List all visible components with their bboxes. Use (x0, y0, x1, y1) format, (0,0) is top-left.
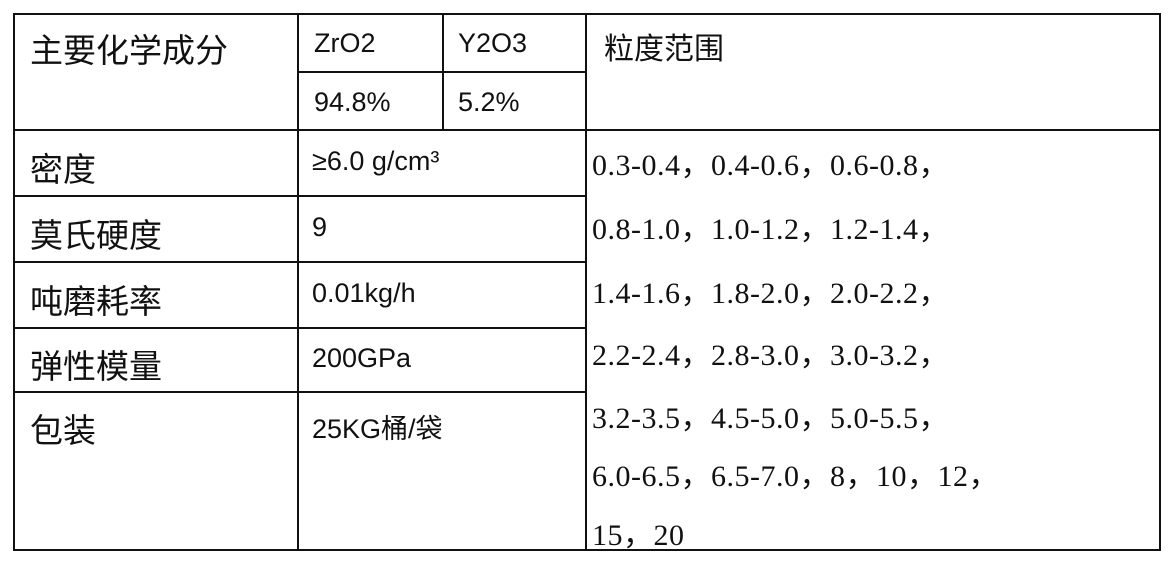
border-top (13, 13, 1161, 15)
row-divider (13, 327, 587, 329)
size-range-line: 0.3-0.4，0.4-0.6，0.6-0.8， (592, 149, 949, 182)
border-bottom (13, 549, 1161, 551)
composition-label: 主要化学成分 (30, 31, 228, 70)
border-right (1159, 13, 1161, 551)
size-range-line: 1.4-1.6，1.8-2.0，2.0-2.2， (592, 277, 949, 310)
component-value: 5.2% (458, 87, 520, 117)
property-value: 9 (312, 212, 328, 242)
property-label: 莫氏硬度 (30, 216, 162, 255)
component-name: ZrO2 (314, 28, 376, 58)
component-name: Y2O3 (458, 28, 528, 58)
size-range-line: 3.2-3.5，4.5-5.0，5.0-5.5， (592, 402, 949, 435)
property-value: 25KG桶/袋 (312, 414, 443, 444)
row-divider (13, 261, 587, 263)
size-range-line: 0.8-1.0，1.0-1.2，1.2-1.4， (592, 213, 949, 246)
row-divider (297, 71, 587, 73)
row-divider (13, 391, 587, 393)
border-left (13, 13, 15, 551)
property-label: 弹性模量 (30, 347, 162, 386)
property-label: 吨磨耗率 (30, 282, 162, 321)
row-divider (13, 195, 587, 197)
col-divider (297, 13, 299, 551)
component-value: 94.8% (314, 87, 391, 117)
size-range-line: 2.2-2.4，2.8-3.0，3.0-3.2， (592, 339, 949, 372)
col-divider (585, 13, 587, 551)
size-range-line: 15，20 (592, 519, 685, 552)
property-value: 0.01kg/h (312, 278, 416, 308)
property-value: 200GPa (312, 343, 412, 373)
row-divider (13, 129, 1161, 131)
property-value: ≥6.0 g/cm³ (312, 146, 440, 176)
property-label: 包装 (30, 411, 96, 450)
property-label: 密度 (30, 150, 96, 189)
size-range-label: 粒度范围 (604, 32, 724, 67)
size-range-line: 6.0-6.5，6.5-7.0，8，10，12， (592, 460, 999, 493)
